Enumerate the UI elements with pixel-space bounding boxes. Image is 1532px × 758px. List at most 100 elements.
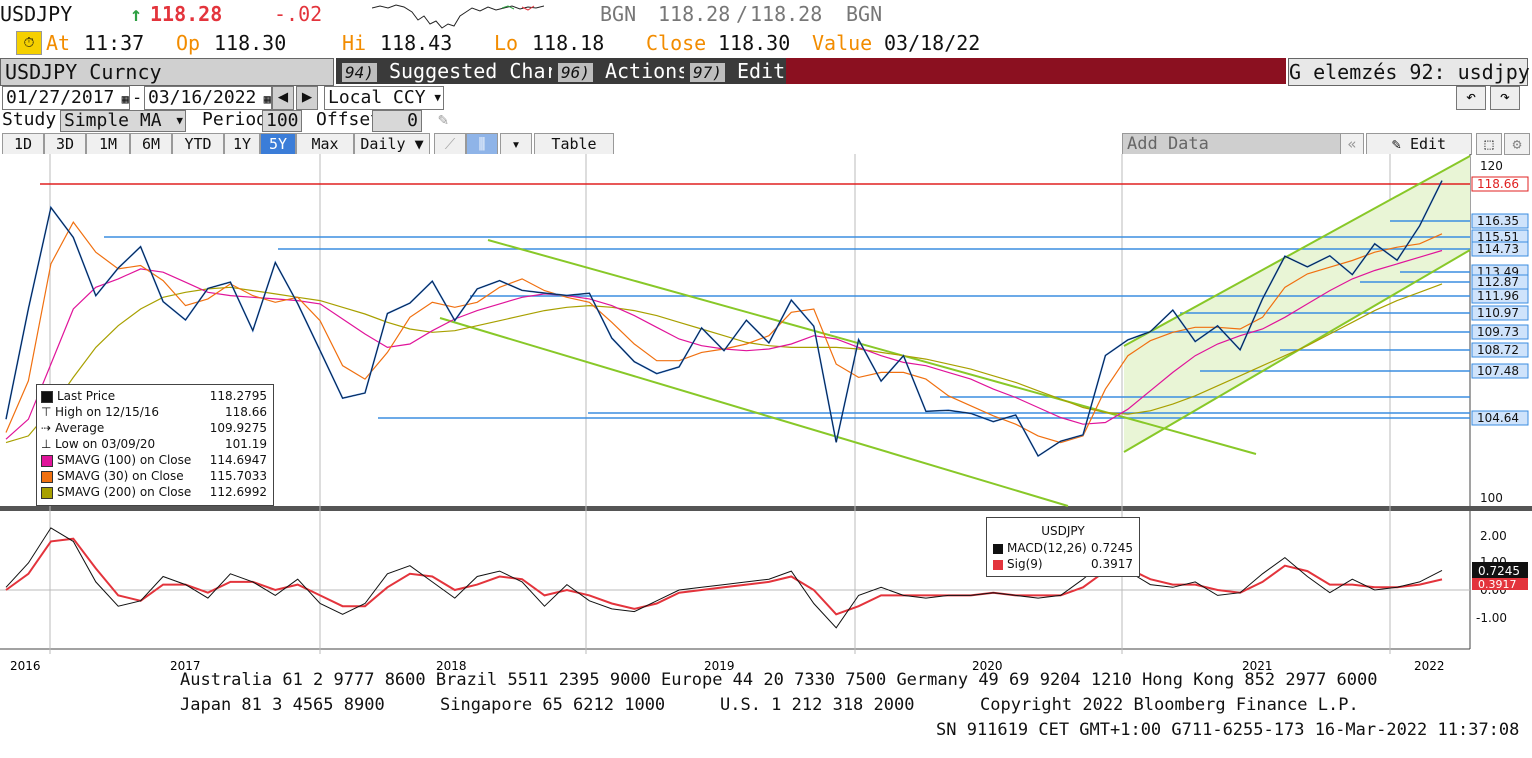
edit-menu[interactable]: 97) Edit ▼ <box>684 58 804 84</box>
footer-us: U.S. 1 212 318 2000 <box>720 695 915 715</box>
actions-menu[interactable]: 96) Actions ▼ <box>552 58 709 84</box>
table-button[interactable]: Table <box>534 133 614 155</box>
legend-swatch <box>41 390 53 403</box>
next-range-button[interactable]: ▶ <box>296 86 318 110</box>
suggested-charts-label: Suggested Charts <box>388 59 582 83</box>
calendar-icon[interactable]: ▦ <box>256 92 271 106</box>
bid-price: 118.28 <box>658 2 731 26</box>
macd-legend[interactable]: USDJPY MACD(12,26) 0.7245 Sig(9) 0.3917 <box>986 517 1140 577</box>
x-label-2018: 2018 <box>436 659 467 673</box>
legend-value: 115.7033 <box>209 469 267 483</box>
period-5y[interactable]: 5Y <box>260 133 296 155</box>
redo-button[interactable]: ↷ <box>1490 86 1520 110</box>
price-tag-box <box>1471 324 1529 340</box>
series-line-smavg-30- <box>5 220 1443 444</box>
macd-tick-minus-1: -1.00 <box>1476 611 1507 625</box>
period-6m[interactable]: 6M <box>130 133 172 155</box>
prev-range-button[interactable]: ◀ <box>272 86 294 110</box>
downtrend-lower-line[interactable] <box>439 317 1069 507</box>
price-legend[interactable]: Last Price 118.2795 ⊤ High on 12/15/16 118.… <box>36 384 274 506</box>
period-1m[interactable]: 1M <box>86 133 130 155</box>
collapse-icon[interactable]: « <box>1340 133 1364 155</box>
study-label: Study <box>2 109 57 130</box>
edit-chart-button[interactable]: ✎ Edit Chart <box>1366 133 1472 173</box>
legend-label: Low on 03/09/20 <box>55 437 156 451</box>
start-date-field[interactable]: 01/27/2017 ▦ <box>2 86 130 110</box>
study-select[interactable]: Simple MA ▼ <box>60 110 186 132</box>
legend-swatch <box>41 486 53 499</box>
price-tag-label: 110.97 <box>1477 306 1519 320</box>
legend-value: 101.19 <box>225 437 267 451</box>
export-icon[interactable]: ⬚ <box>1476 133 1502 155</box>
legend-value: 109.9275 <box>209 421 267 435</box>
high-label: Hi <box>342 31 367 55</box>
high-value: 118.43 <box>380 31 453 55</box>
price-tag-label: 116.35 <box>1477 214 1519 228</box>
currency-value: Local CCY <box>328 87 426 108</box>
chart-type-dropdown-icon[interactable]: ▾ <box>500 133 532 155</box>
bid-ask-separator: / <box>736 2 749 26</box>
line-chart-icon[interactable]: ⟋ <box>434 133 466 155</box>
downtrend-upper-line[interactable] <box>487 239 1257 455</box>
frequency-select[interactable]: Daily ▼ <box>354 133 430 155</box>
x-label-2019: 2019 <box>704 659 735 673</box>
open-value: 118.30 <box>214 31 287 55</box>
end-date-field[interactable]: 03/16/2022 ▦ <box>144 86 272 110</box>
price-tag-label: 112.87 <box>1477 275 1519 289</box>
panel-divider[interactable] <box>0 506 1532 511</box>
offset-input[interactable]: 0 <box>372 110 422 132</box>
end-date: 03/16/2022 <box>148 87 257 108</box>
open-label: Op <box>176 31 201 55</box>
pencil-icon[interactable]: ✎ <box>438 110 449 130</box>
legend-swatch <box>41 454 53 467</box>
legend-label: Sig(9) <box>1007 557 1043 571</box>
ask-price: 118.28 <box>750 2 823 26</box>
footer-contacts-line1: Australia 61 2 9777 8600 Brazil 5511 239… <box>180 670 1378 690</box>
value-label: Value <box>812 31 873 55</box>
legend-value: 114.6947 <box>209 453 267 467</box>
study-value: Simple MA <box>64 110 162 131</box>
period-ytd[interactable]: YTD <box>172 133 224 155</box>
price-tag-box <box>1471 213 1529 229</box>
legend-swatch <box>41 470 53 483</box>
chart-area[interactable]: 118.66116.35115.51114.73113.49112.87111.… <box>0 154 1532 758</box>
suggested-charts-menu[interactable]: 94) Suggested Charts <box>336 58 582 84</box>
legend-value: 118.2795 <box>209 389 267 403</box>
period-max[interactable]: Max <box>296 133 354 155</box>
offset-label: Offset <box>316 109 382 130</box>
undo-button[interactable]: ↶ <box>1456 86 1486 110</box>
legend-value: 118.66 <box>225 405 267 419</box>
security-field[interactable]: USDJPY Curncy <box>0 58 334 86</box>
period-input[interactable]: 100 <box>262 110 302 132</box>
clock-icon[interactable]: ⏱ <box>16 31 42 55</box>
y-tick-120: 120 <box>1480 159 1503 173</box>
period-3d[interactable]: 3D <box>44 133 86 155</box>
price-tag-label: 115.51 <box>1477 230 1519 244</box>
currency-select[interactable]: Local CCY ▼ <box>324 86 444 110</box>
chevron-down-icon: ▼ <box>434 91 441 104</box>
period-1d[interactable]: 1D <box>2 133 44 155</box>
add-data-input[interactable]: Add Data <box>1122 133 1342 155</box>
close-label: Close <box>646 31 707 55</box>
high-marker-icon: ⊤ <box>41 405 52 419</box>
gear-icon[interactable]: ⚙ <box>1504 133 1530 155</box>
legend-label: SMAVG (100) on Close <box>57 453 192 467</box>
calendar-icon[interactable]: ▦ <box>114 92 129 106</box>
uptrend-lower-line[interactable] <box>1123 249 1471 453</box>
macd-legend-title: USDJPY <box>1041 524 1085 538</box>
legend-label: MACD(12,26) <box>1007 541 1087 555</box>
uptrend-upper-line[interactable] <box>1123 155 1471 347</box>
tab-title[interactable]: G elemzés 92: usdjpy <box>1288 58 1530 86</box>
average-marker-icon: ⇢ <box>41 421 52 435</box>
macd-legend-row: MACD(12,26) 0.7245 <box>993 540 1133 556</box>
low-label: Lo <box>494 31 519 55</box>
candle-chart-icon[interactable]: ⫼ <box>466 133 498 155</box>
footer-japan: Japan 81 3 4565 8900 <box>180 695 385 715</box>
price-tag-label: 104.64 <box>1477 411 1519 425</box>
value-date: 03/18/22 <box>884 31 981 55</box>
y-tick-100: 100 <box>1480 491 1503 505</box>
ask-source: BGN <box>846 2 883 26</box>
period-1y[interactable]: 1Y <box>224 133 260 155</box>
price-tag-label: 111.96 <box>1477 289 1519 303</box>
price-bars-overlay <box>5 180 1443 457</box>
